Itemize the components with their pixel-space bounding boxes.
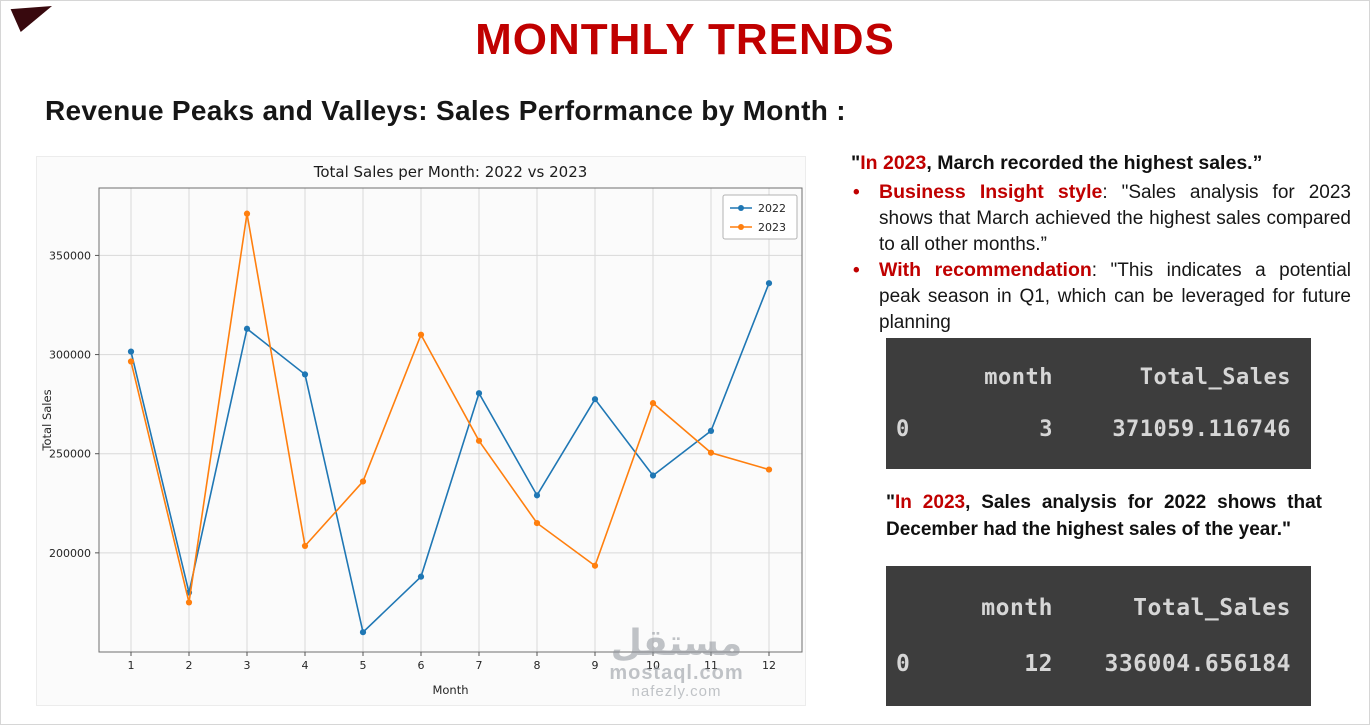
- svg-text:300000: 300000: [49, 349, 91, 362]
- svg-text:7: 7: [476, 659, 483, 672]
- insight2-red: In 2023: [895, 492, 966, 513]
- bullet-label: Business Insight style: [879, 181, 1103, 203]
- sales-chart-svg: 1 2 3 4 5 6 7 8 9 10 11 12200000250000300000350000T…: [40, 163, 803, 697]
- row-total-sales: 371059.116746: [1112, 417, 1291, 442]
- svg-text:6: 6: [418, 659, 425, 672]
- insight2-rest: , Sales analysis for 2022 shows that Dec…: [886, 492, 1322, 540]
- bullet-text: : "This indicates a potential peak seaso…: [879, 260, 1351, 333]
- svg-text:250000: 250000: [49, 448, 91, 461]
- row-month: 12: [1024, 650, 1053, 677]
- insight-bullet-list: • Business Insight style: "Sales analysis…: [851, 180, 1351, 337]
- page-title: MONTHLY TRENDS: [475, 15, 895, 64]
- table-sales-header: Total_Sales: [1139, 365, 1291, 390]
- quote-mark: ": [886, 492, 896, 513]
- dataframe-table-december: month Total_Sales 0 12 336004.656184: [886, 566, 1311, 706]
- sales-chart-panel: 1 2 3 4 5 6 7 8 9 10 11 12 200000 250000 300000 350000 T…: [36, 156, 806, 706]
- row-month: 3: [1039, 417, 1053, 442]
- svg-text:200000: 200000: [49, 547, 91, 560]
- insight-heading-red: In 2023: [860, 152, 927, 174]
- svg-text:Total Sales per Month: 2022 vs: Total Sales per Month: 2022 vs 2023: [313, 163, 588, 181]
- svg-text:5: 5: [360, 659, 367, 672]
- dataframe-table-march: month Total_Sales 0 3 371059.116746: [886, 338, 1311, 469]
- bullet-icon: •: [853, 260, 860, 282]
- row-index: 0: [896, 417, 910, 442]
- table-month-header: month: [981, 595, 1053, 622]
- svg-text:1: 1: [128, 659, 135, 672]
- quote-mark: ": [851, 152, 861, 174]
- bullet-text: : "Sales analysis for 2023 shows that Ma…: [879, 182, 1351, 255]
- table-header-row: month Total_Sales: [896, 595, 1291, 621]
- row-total-sales: 336004.656184: [1104, 650, 1291, 677]
- insight-heading-rest: , March recorded the highest sales.”: [926, 152, 1263, 174]
- table-sales-header: Total_Sales: [1133, 595, 1291, 622]
- svg-text:3: 3: [244, 659, 251, 672]
- svg-text:Month: Month: [432, 683, 468, 697]
- svg-text:2023: 2023: [758, 221, 786, 234]
- insight-december-heading: "In 2023, Sales analysis for 2022 shows …: [886, 490, 1322, 543]
- svg-text:2022: 2022: [758, 202, 786, 215]
- bullet-label: With recommendation: [879, 259, 1092, 282]
- svg-text:2: 2: [186, 659, 193, 672]
- svg-text:11: 11: [704, 659, 718, 672]
- table-header-row: month Total_Sales: [896, 365, 1291, 390]
- table-row: 0 12 336004.656184: [896, 651, 1291, 677]
- bullet-business-insight: • Business Insight style: "Sales analysis…: [851, 180, 1351, 257]
- bullet-icon: •: [853, 182, 860, 203]
- svg-text:12: 12: [762, 659, 776, 672]
- svg-text:350000: 350000: [49, 249, 91, 262]
- svg-text:9: 9: [592, 659, 599, 672]
- bullet-recommendation: • With recommendation: "This indicates a…: [851, 258, 1351, 335]
- svg-text:Total Sales: Total Sales: [40, 389, 54, 451]
- svg-text:8: 8: [534, 659, 541, 672]
- insight-2023-heading: "In 2023, March recorded the highest sal…: [851, 152, 1351, 175]
- svg-text:4: 4: [302, 659, 309, 672]
- page-subtitle: Revenue Peaks and Valleys: Sales Perform…: [45, 95, 846, 126]
- row-index: 0: [896, 650, 911, 677]
- table-month-header: month: [984, 365, 1053, 390]
- table-row: 0 3 371059.116746: [896, 417, 1291, 442]
- svg-text:10: 10: [646, 659, 660, 672]
